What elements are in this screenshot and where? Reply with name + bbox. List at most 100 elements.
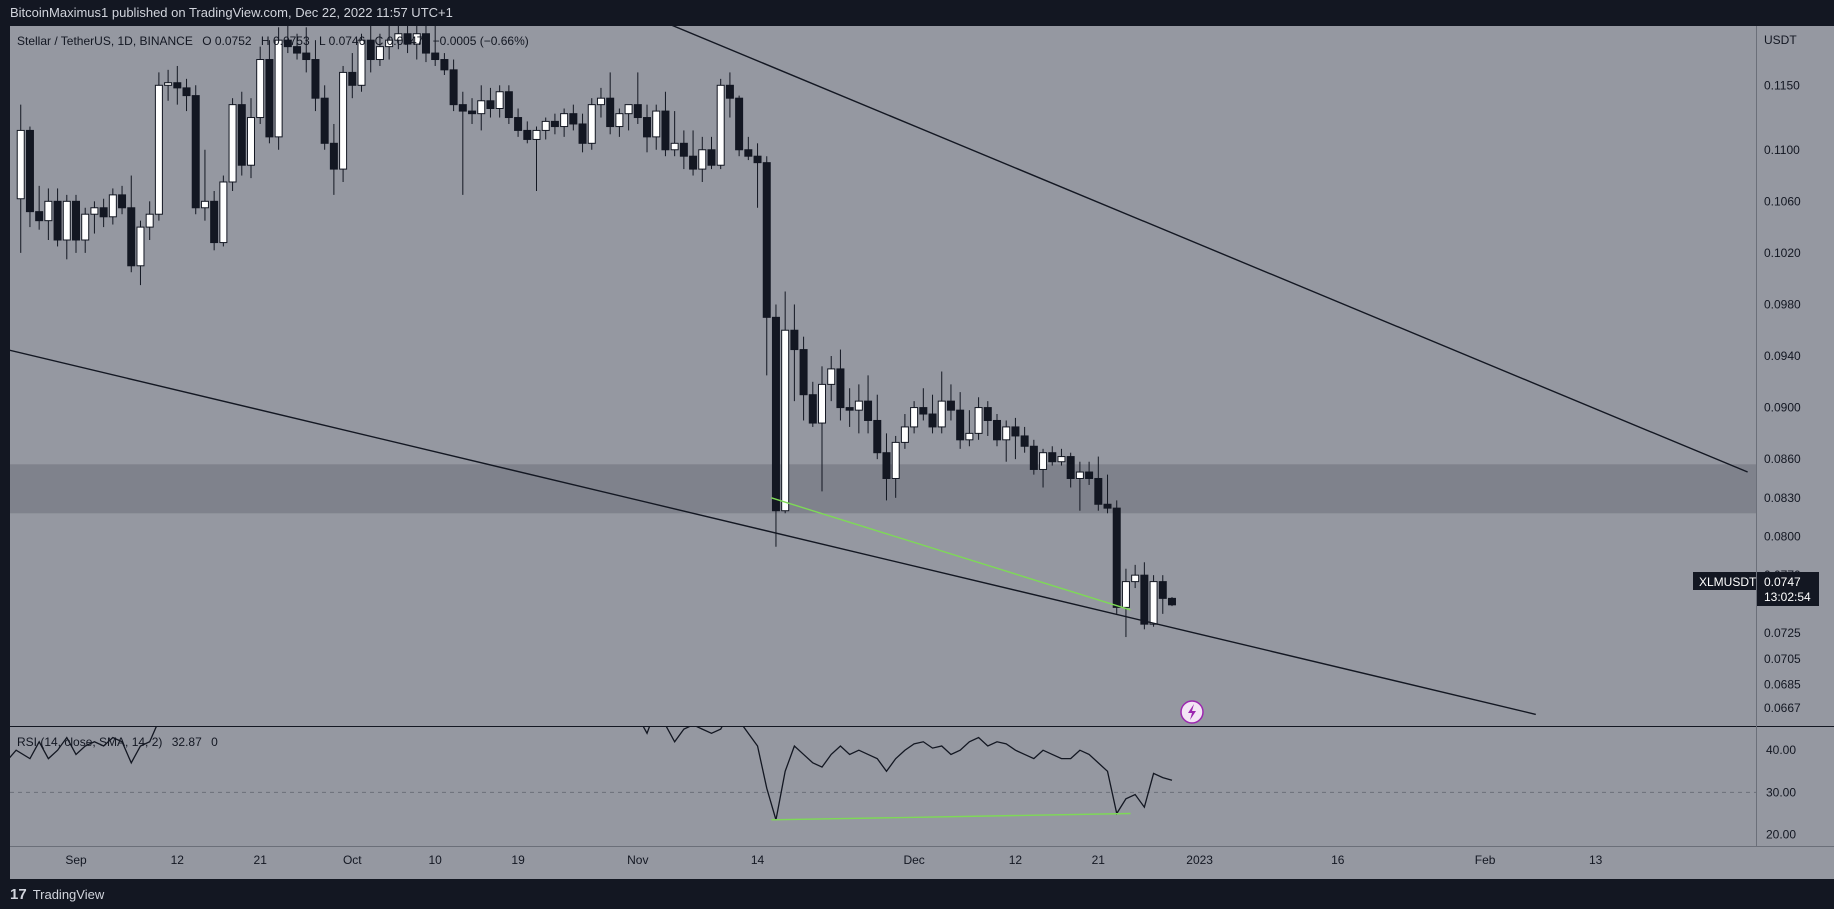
candle — [495, 85, 504, 118]
candle — [532, 126, 541, 192]
candle — [514, 108, 523, 137]
rsi-line — [10, 727, 157, 765]
candle — [652, 104, 661, 150]
candle-body — [633, 104, 642, 119]
candle-body — [679, 142, 688, 157]
candle-body — [228, 104, 237, 183]
chart-canvas[interactable]: 0.1150 0.1100 0.1060 0.1020 0.0980 0.0940 0.09… — [0, 0, 1834, 879]
candle-body — [504, 91, 513, 119]
candle — [210, 191, 219, 251]
footer-brand[interactable]: TradingView — [32, 886, 105, 902]
candle — [283, 26, 292, 54]
candle-body — [1057, 456, 1066, 463]
candle-body — [762, 162, 771, 318]
symbol-tag-bg — [1693, 572, 1756, 590]
candle-body — [781, 329, 790, 512]
price-tag-value: 0.0747 — [1764, 575, 1801, 589]
candle — [504, 85, 513, 124]
price-tick-label: 0.0725 — [1764, 626, 1801, 640]
candle — [799, 336, 808, 421]
price-tick-label: 0.1150 — [1764, 78, 1800, 92]
time-tick-label: Nov — [627, 853, 648, 867]
candle-body — [440, 59, 449, 71]
candle-body — [412, 33, 421, 45]
rsi-legend-value2: 0 — [211, 735, 218, 749]
price-divergence-line — [771, 497, 1131, 611]
price-tick-label: 0.0940 — [1764, 349, 1801, 363]
rsi-legend[interactable]: RSI (14, close, SMA, 14, 2) 32.87 0 — [17, 735, 218, 749]
candle-body — [154, 84, 163, 215]
candle-body — [643, 117, 652, 138]
candle — [919, 388, 928, 421]
price-tag-bg — [1757, 572, 1819, 606]
candle — [265, 40, 274, 144]
price-tick-label: 0.0980 — [1764, 297, 1801, 311]
candle — [200, 149, 209, 221]
time-tick-label: 16 — [1331, 853, 1345, 867]
candle-body — [799, 349, 808, 396]
candle-body — [1094, 477, 1103, 505]
candle-body — [311, 59, 320, 99]
rsi-pane-background — [10, 727, 1756, 846]
candle-body — [72, 200, 80, 241]
time-tick-label: Oct — [343, 853, 362, 867]
candle-body — [689, 155, 698, 170]
candle-body — [1131, 574, 1140, 583]
candle — [1158, 575, 1167, 614]
candle — [523, 121, 532, 144]
candle — [873, 394, 882, 460]
candle-body — [431, 52, 440, 61]
candle-body — [1029, 445, 1038, 470]
time-axis[interactable]: Sep 12 21 Oct 10 19 Nov 14 Dec 12 21 2023 16 Feb 13 — [65, 853, 1602, 867]
candle — [99, 198, 108, 228]
last-price-tag[interactable]: XLMUSDT 0.0747 13:02:54 — [1693, 572, 1819, 606]
legend-o-label: O — [202, 34, 211, 48]
candle-body — [495, 91, 504, 110]
candle-body — [44, 200, 53, 222]
candle-body — [541, 120, 550, 131]
candle — [357, 33, 366, 92]
candle-body — [293, 46, 302, 54]
candle — [385, 26, 394, 60]
alert-icon[interactable] — [1180, 700, 1204, 724]
rsi-legend-value: 32.87 — [172, 735, 202, 749]
candle-body — [993, 419, 1001, 441]
candle-body — [891, 441, 900, 479]
candle-body — [375, 46, 384, 61]
candle-body — [974, 407, 983, 434]
candle-body — [560, 113, 569, 128]
candle — [808, 381, 817, 427]
candle-body — [670, 142, 679, 151]
price-tick-label: 0.0800 — [1764, 529, 1801, 543]
candle — [1075, 461, 1084, 511]
price-tick-label: 0.0705 — [1764, 652, 1801, 666]
rsi-axis[interactable]: 40.00 30.00 20.00 — [1766, 743, 1796, 841]
candle — [1048, 446, 1057, 466]
candle — [1002, 420, 1011, 462]
candle — [246, 98, 255, 179]
candle-body — [937, 400, 946, 428]
candle-body — [302, 52, 311, 61]
tradingview-logo-icon[interactable]: 17 — [10, 885, 27, 903]
candle — [164, 69, 173, 101]
candle — [219, 175, 228, 247]
rsi-line — [642, 727, 1173, 821]
candle-body — [421, 33, 430, 54]
candle-body — [35, 211, 44, 222]
legend-close: 0.0747 — [387, 34, 424, 48]
candle-body — [182, 87, 191, 97]
price-legend[interactable]: Stellar / TetherUS, 1D, BINANCE O 0.0752… — [17, 34, 529, 48]
candle — [1140, 562, 1149, 630]
candle-body — [615, 113, 624, 128]
candle — [1011, 417, 1020, 460]
candle — [550, 113, 559, 135]
candle-body — [1048, 452, 1057, 463]
candle — [762, 156, 771, 376]
candle — [431, 26, 440, 66]
candle-body — [1121, 581, 1130, 608]
price-axis[interactable]: 0.1150 0.1100 0.1060 0.1020 0.0980 0.0940 0.09… — [1764, 78, 1801, 715]
candle — [1029, 439, 1038, 475]
candle-body — [403, 33, 412, 45]
candle-body — [771, 316, 780, 512]
candle — [679, 130, 688, 170]
